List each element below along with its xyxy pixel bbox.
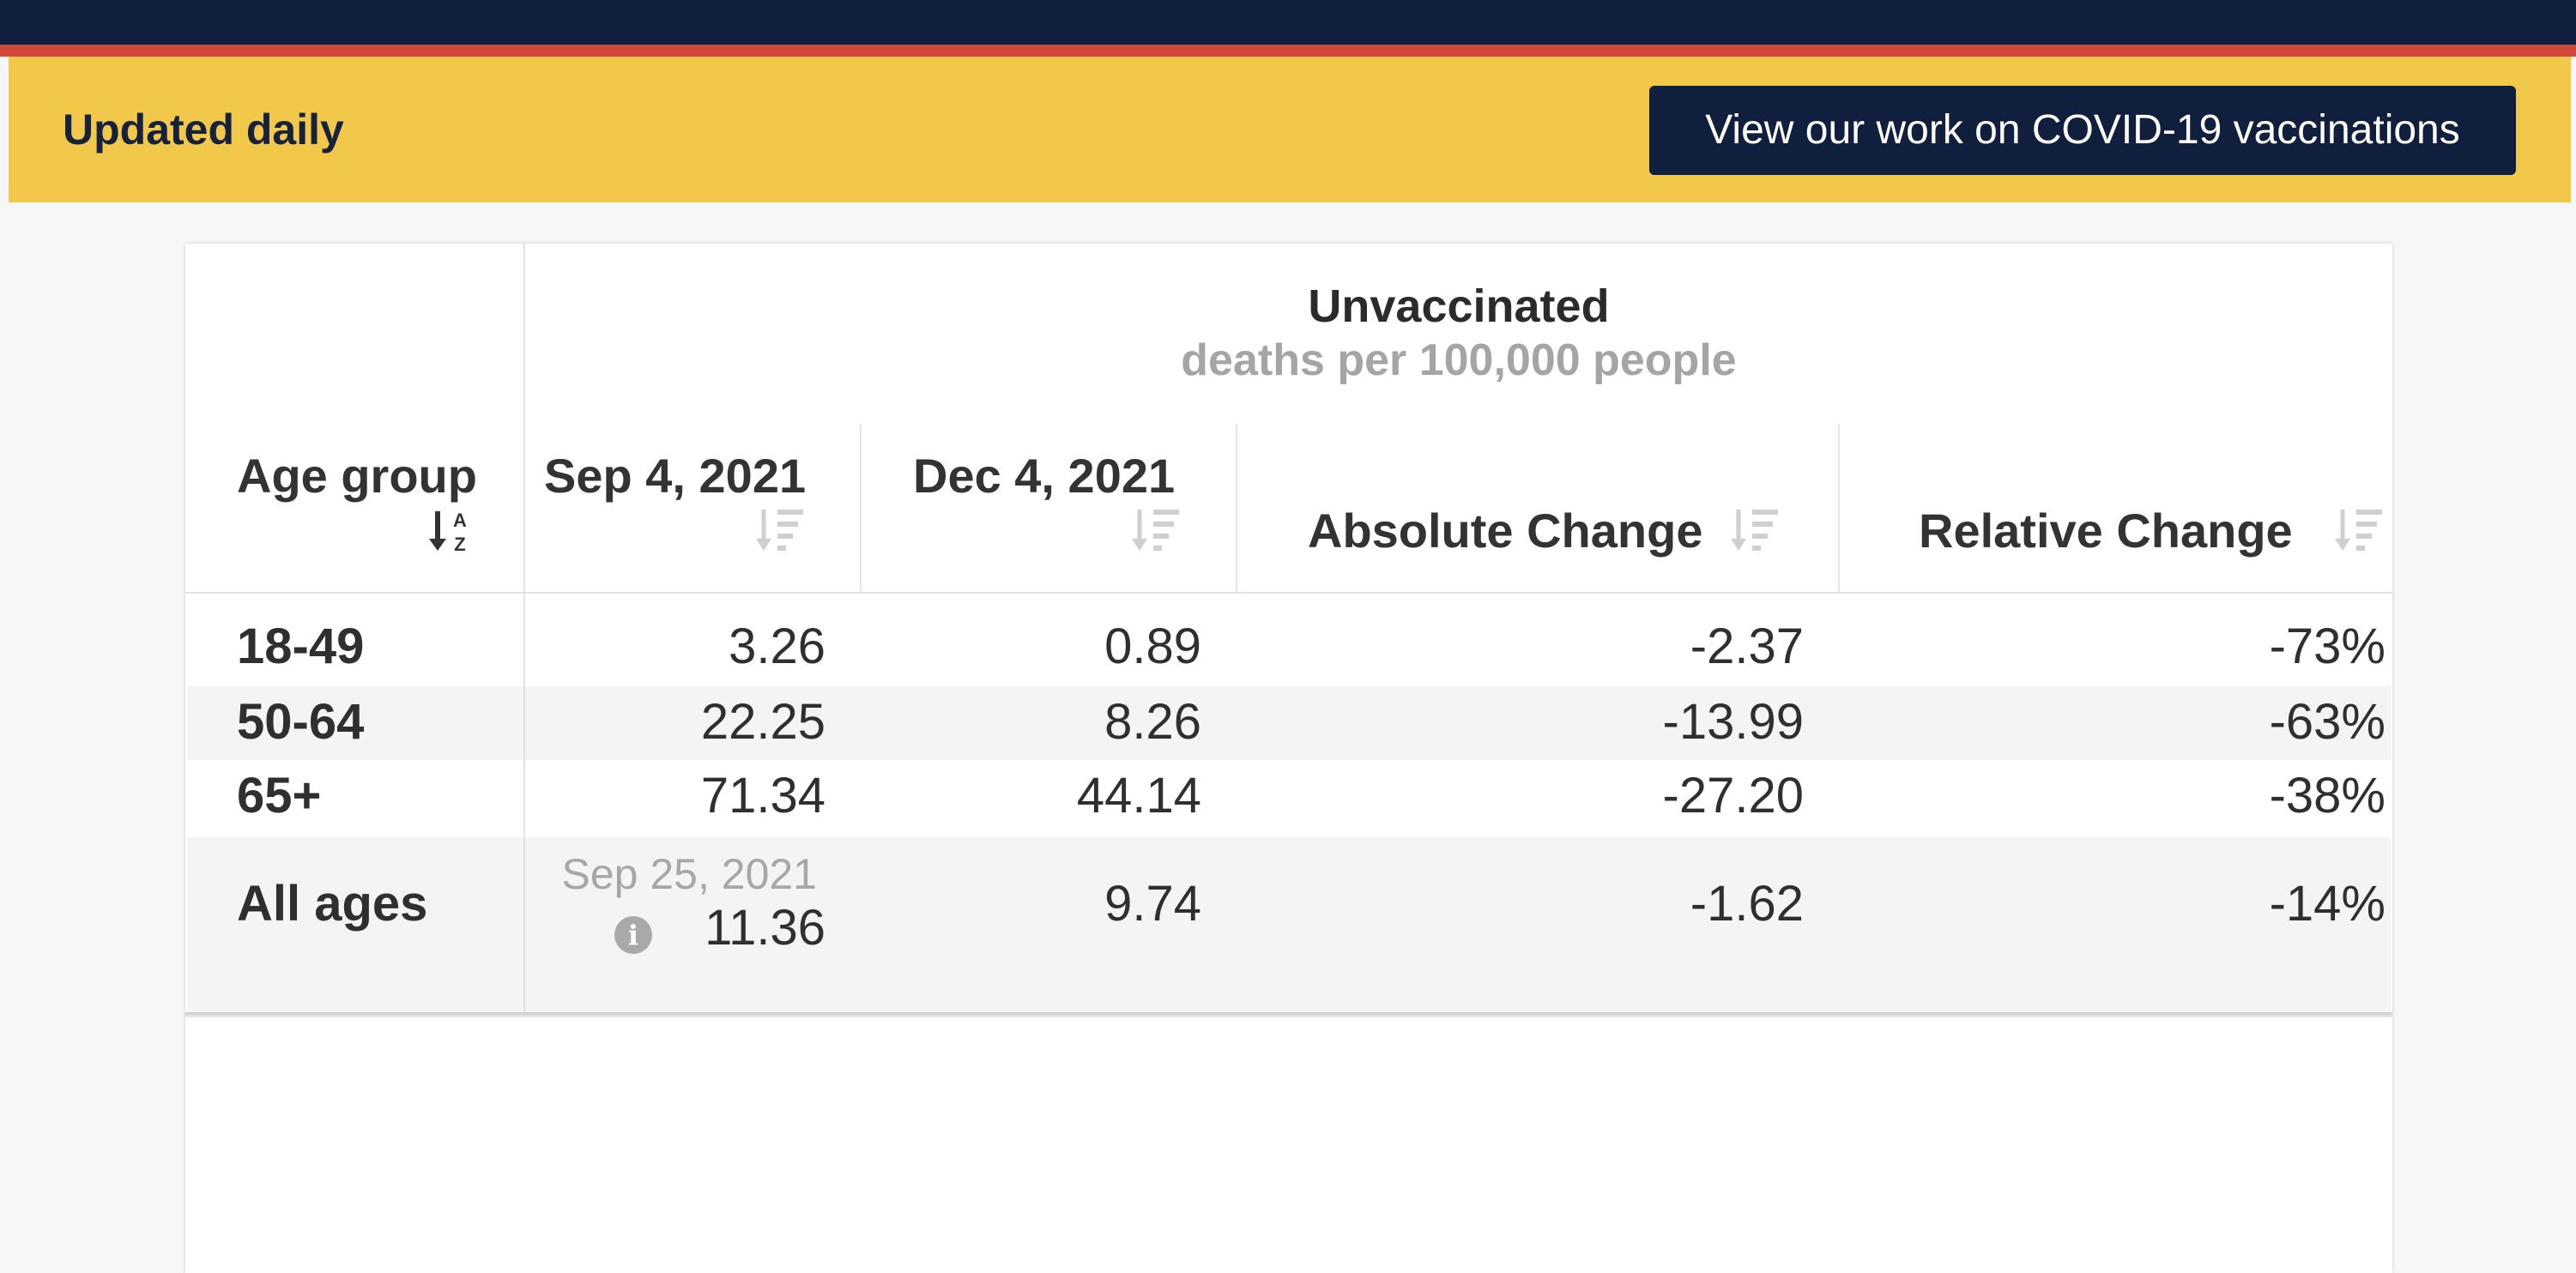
cell-sep-4-2021: 71.34: [700, 768, 825, 824]
sep-date-note: Sep 25, 2021: [561, 850, 818, 898]
cell-dec-4-2021: 9.74: [1104, 876, 1201, 932]
data-table: Unvaccinated deaths per 100,000 people A…: [185, 244, 2392, 1273]
top-red-stripe: [0, 45, 2576, 57]
group-header-subtitle: deaths per 100,000 people: [1181, 335, 1737, 385]
row-age-group-label: All ages: [237, 876, 428, 932]
cell-absolute-change: -1.62: [1690, 876, 1804, 932]
update-banner: Updated daily View our work on COVID-19 …: [9, 57, 2571, 202]
header-divider: [185, 592, 2392, 594]
column-divider: [1838, 424, 1840, 592]
column-divider: [1236, 424, 1237, 592]
sort-alpha-icon[interactable]: A Z: [426, 506, 474, 554]
cell-absolute-change: -2.37: [1690, 618, 1804, 674]
sort-desc-icon[interactable]: [1131, 506, 1182, 554]
cell-sep-4-2021: 3.26: [729, 618, 825, 674]
svg-text:Z: Z: [454, 534, 465, 554]
row-band-50-64: [187, 686, 2391, 760]
column-header-absolute-change[interactable]: Absolute Change: [1308, 504, 1703, 558]
column-header-relative-change[interactable]: Relative Change: [1919, 504, 2293, 558]
cell-absolute-change: -27.20: [1662, 768, 1804, 824]
row-age-group-label: 65+: [237, 768, 322, 824]
cell-relative-change: -73%: [2269, 618, 2386, 674]
cell-absolute-change: -13.99: [1662, 694, 1804, 750]
cell-relative-change: -38%: [2269, 768, 2386, 824]
cell-sep-4-2021: 11.36: [704, 900, 825, 956]
cell-sep-4-2021: 22.25: [700, 694, 825, 750]
updated-daily-label: Updated daily: [63, 106, 344, 154]
column-header-dec-4-2021[interactable]: Dec 4, 2021: [913, 449, 1176, 503]
row-age-group-label: 18-49: [237, 618, 365, 674]
cell-dec-4-2021: 44.14: [1076, 768, 1201, 824]
table-bottom-border: [185, 1012, 2392, 1017]
column-divider: [860, 424, 862, 592]
sticky-column-divider: [523, 244, 525, 1012]
cell-dec-4-2021: 8.26: [1104, 694, 1201, 750]
svg-text:A: A: [453, 510, 467, 531]
group-header-title: Unvaccinated: [1308, 281, 1610, 332]
cell-relative-change: -14%: [2269, 876, 2386, 932]
sort-desc-icon[interactable]: [2334, 506, 2386, 554]
sort-desc-icon[interactable]: [755, 506, 807, 554]
row-age-group-label: 50-64: [237, 694, 365, 750]
column-header-sep-4-2021[interactable]: Sep 4, 2021: [544, 449, 807, 503]
sort-desc-icon[interactable]: [1730, 506, 1781, 554]
cell-relative-change: -63%: [2269, 694, 2386, 750]
top-navy-bar: [0, 0, 2576, 45]
column-header-age-group[interactable]: Age group: [237, 449, 477, 503]
row-band-all-ages: [187, 837, 2391, 1012]
info-icon[interactable]: i: [614, 916, 652, 954]
view-vaccinations-button[interactable]: View our work on COVID-19 vaccinations: [1649, 86, 2516, 175]
cell-dec-4-2021: 0.89: [1104, 618, 1201, 674]
